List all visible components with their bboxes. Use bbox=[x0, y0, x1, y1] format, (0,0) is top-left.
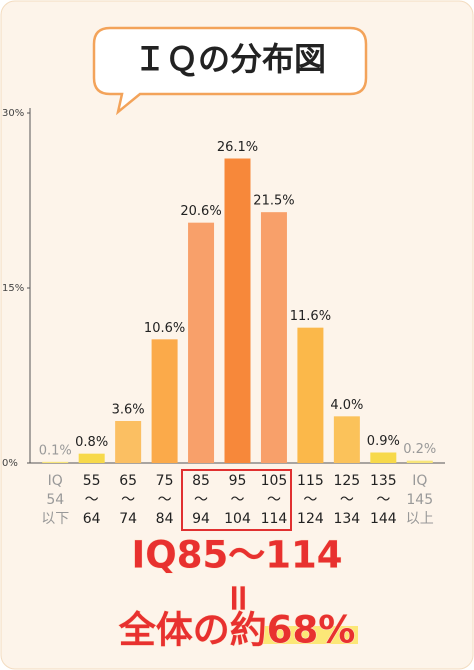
highlight-box bbox=[181, 469, 292, 531]
x-tick-line: ～ bbox=[267, 492, 281, 508]
x-tick-label: IQ 145 以上 bbox=[406, 473, 434, 527]
x-tick-line: 以下 bbox=[41, 511, 69, 527]
value-label: 0.2% bbox=[403, 442, 436, 457]
value-label: 3.6% bbox=[112, 403, 145, 418]
x-tick-line: 105 bbox=[261, 473, 288, 489]
x-tick-label: 65 ～ 74 bbox=[119, 473, 137, 527]
x-tick-line: 115 bbox=[297, 473, 324, 489]
x-tick-line: 75 bbox=[156, 473, 174, 489]
value-label: 0.9% bbox=[367, 434, 400, 449]
x-tick-line: 95 bbox=[229, 473, 247, 489]
x-tick-line: ～ bbox=[231, 492, 245, 508]
chart-title: ＩＱの分布図 bbox=[134, 40, 326, 78]
x-tick-label: 135 ～ 144 bbox=[370, 473, 397, 527]
bar bbox=[151, 339, 178, 463]
x-tick-line: 134 bbox=[333, 511, 360, 527]
x-tick-line: ～ bbox=[194, 492, 208, 508]
value-label: 10.6% bbox=[144, 321, 185, 336]
x-tick-line: 54 bbox=[46, 492, 64, 508]
bar bbox=[78, 453, 105, 463]
x-tick-line: ～ bbox=[121, 492, 135, 508]
bar bbox=[224, 158, 251, 463]
annotation: 全体の約68% bbox=[118, 609, 356, 652]
x-tick-line: 124 bbox=[297, 511, 324, 527]
y-tick-label: 0% bbox=[2, 458, 18, 469]
x-tick-line: ～ bbox=[85, 492, 99, 508]
x-tick-label: IQ 54 以下 bbox=[41, 473, 69, 527]
x-tick-line: 145 bbox=[406, 492, 433, 508]
x-tick-line: 104 bbox=[224, 511, 251, 527]
y-tick-label: 30% bbox=[2, 108, 24, 119]
x-tick-line: 85 bbox=[192, 473, 210, 489]
x-tick-line: 144 bbox=[370, 511, 397, 527]
bar bbox=[115, 421, 142, 463]
x-tick-label: 115 ～ 124 bbox=[297, 473, 324, 527]
value-label: 21.5% bbox=[253, 194, 294, 209]
x-tick-line: 以上 bbox=[406, 511, 434, 527]
x-tick-line: 65 bbox=[119, 473, 137, 489]
x-tick-line: 74 bbox=[119, 511, 137, 527]
x-tick-label: 55 ～ 64 bbox=[83, 473, 101, 527]
bar bbox=[42, 461, 69, 463]
x-tick-line: ～ bbox=[376, 492, 390, 508]
x-tick-label: 105 ～ 114 bbox=[261, 473, 288, 527]
bar bbox=[370, 452, 397, 463]
x-tick-line: IQ bbox=[412, 473, 427, 489]
value-label: 20.6% bbox=[180, 204, 221, 219]
x-tick-line: IQ bbox=[48, 473, 63, 489]
x-tick-line: 125 bbox=[333, 473, 360, 489]
bar bbox=[260, 212, 287, 463]
value-label: 26.1% bbox=[217, 140, 258, 155]
x-tick-line: 64 bbox=[83, 511, 101, 527]
x-tick-label: 95 ～ 104 bbox=[224, 473, 251, 527]
value-label: 0.8% bbox=[75, 435, 108, 450]
bar bbox=[406, 460, 433, 463]
value-label: 11.6% bbox=[290, 309, 331, 324]
y-tick-label: 15% bbox=[2, 283, 24, 294]
bar bbox=[297, 327, 324, 463]
x-tick-label: 75 ～ 84 bbox=[156, 473, 174, 527]
value-label: 0.1% bbox=[39, 443, 72, 458]
title-bubble bbox=[92, 26, 368, 116]
x-tick-line: 55 bbox=[83, 473, 101, 489]
x-tick-line: 94 bbox=[192, 511, 210, 527]
value-label: 4.0% bbox=[330, 398, 363, 413]
x-tick-line: 135 bbox=[370, 473, 397, 489]
x-tick-label: 85 ～ 94 bbox=[192, 473, 210, 527]
bar bbox=[333, 416, 360, 463]
x-tick-line: 84 bbox=[156, 511, 174, 527]
x-tick-line: ～ bbox=[158, 492, 172, 508]
x-tick-line: ～ bbox=[303, 492, 317, 508]
x-tick-label: 125 ～ 134 bbox=[333, 473, 360, 527]
annotation: IQ85～114 bbox=[132, 534, 343, 577]
bar bbox=[188, 222, 215, 463]
x-tick-line: ～ bbox=[340, 492, 354, 508]
x-tick-line: 114 bbox=[261, 511, 288, 527]
annotation: = bbox=[218, 582, 261, 613]
text-highlight bbox=[262, 626, 358, 644]
